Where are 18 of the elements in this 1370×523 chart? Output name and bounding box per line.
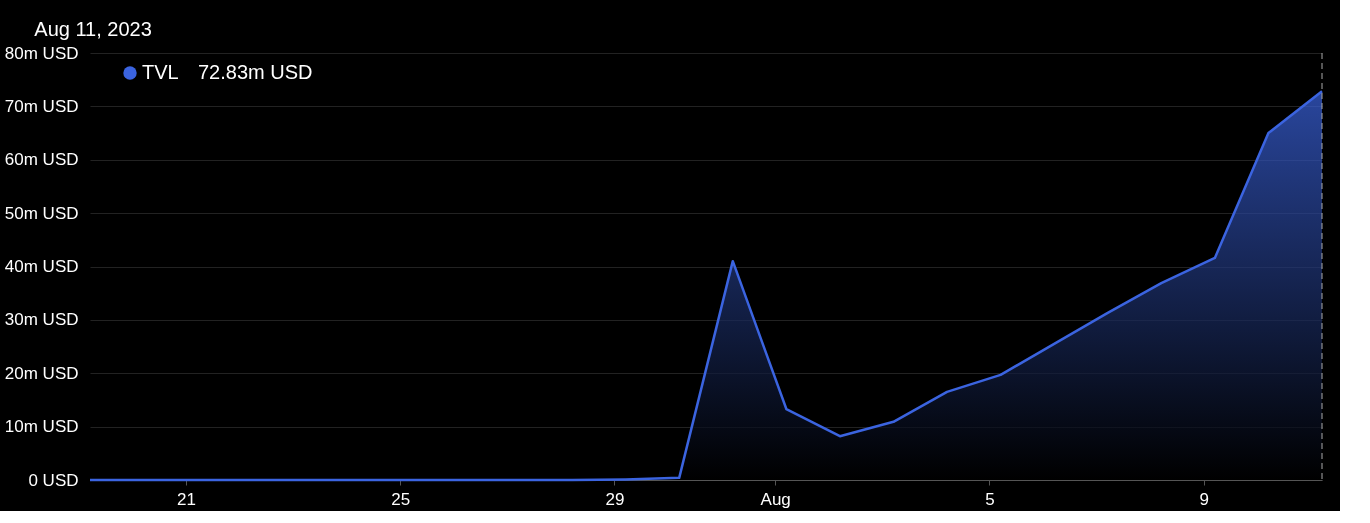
y-tick-label: 20m USD bbox=[4, 363, 79, 383]
y-tick-label: 80m USD bbox=[4, 43, 79, 63]
y-tick-label: 10m USD bbox=[4, 417, 79, 437]
x-tick-label: 21 bbox=[177, 489, 196, 509]
y-tick-label: 30m USD bbox=[4, 310, 79, 330]
x-tick-label: 29 bbox=[605, 489, 625, 509]
x-tick-label: 9 bbox=[1199, 489, 1209, 509]
legend-label: TVL bbox=[142, 61, 179, 83]
annotation: 72.83m USD bbox=[198, 61, 313, 83]
y-tick-label: 70m USD bbox=[4, 96, 79, 116]
x-tick-label: 25 bbox=[391, 489, 411, 509]
x-tick-label: Aug bbox=[760, 489, 791, 509]
x-tick-label: 5 bbox=[985, 489, 995, 509]
chart-title: Aug 11, 2023 bbox=[34, 18, 152, 40]
y-tick-label: 50m USD bbox=[4, 203, 79, 223]
y-tick-label: 60m USD bbox=[4, 150, 79, 170]
y-tick-label: 0 USD bbox=[28, 470, 79, 490]
y-tick-label: 40m USD bbox=[4, 257, 79, 276]
